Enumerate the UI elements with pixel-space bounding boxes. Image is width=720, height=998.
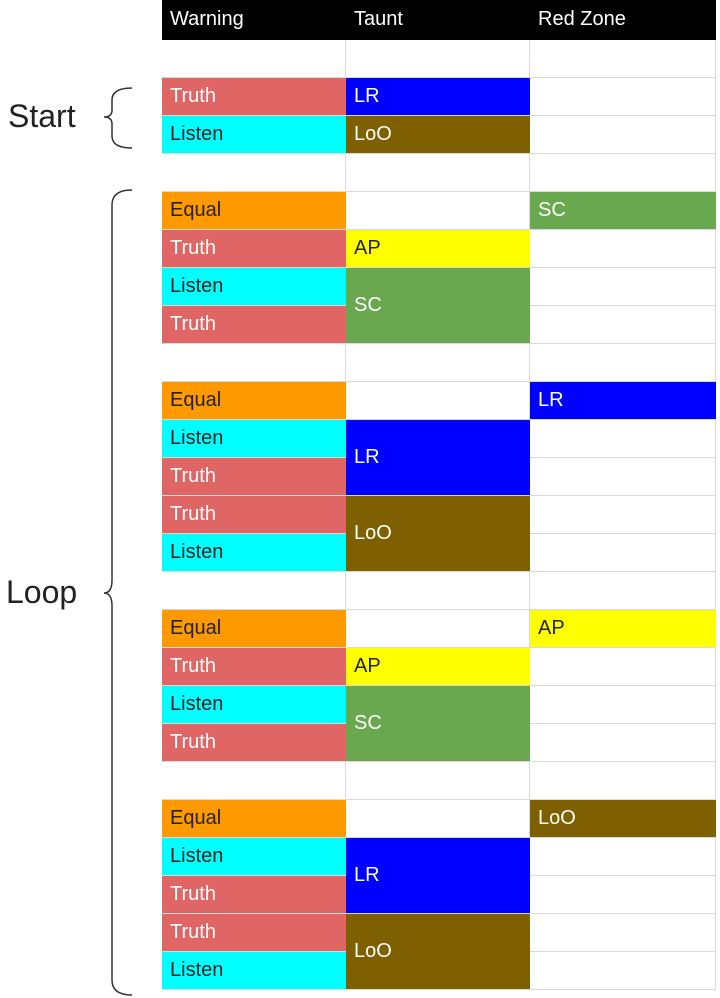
table-cell: Equal bbox=[162, 610, 346, 648]
table-cell: Truth bbox=[162, 724, 346, 762]
grid-cell bbox=[530, 230, 716, 268]
grid-cell bbox=[530, 420, 716, 458]
grid-cell bbox=[346, 762, 530, 800]
grid-cell bbox=[346, 800, 530, 838]
table-cell: Equal bbox=[162, 382, 346, 420]
table-cell: Truth bbox=[162, 876, 346, 914]
table-cell: LR bbox=[530, 382, 716, 420]
grid-cell bbox=[346, 382, 530, 420]
grid-cell bbox=[346, 40, 530, 78]
grid-cell bbox=[530, 838, 716, 876]
header-cell: Red Zone bbox=[538, 8, 626, 30]
grid-cell bbox=[162, 40, 346, 78]
grid-cell bbox=[530, 572, 716, 610]
grid-cell bbox=[530, 496, 716, 534]
table-cell: LoO bbox=[530, 800, 716, 838]
table-cell: LR bbox=[346, 420, 530, 496]
table-cell: Truth bbox=[162, 496, 346, 534]
table-cell: Listen bbox=[162, 686, 346, 724]
table-cell: Listen bbox=[162, 268, 346, 306]
grid-cell bbox=[530, 648, 716, 686]
grid-cell bbox=[162, 762, 346, 800]
table-cell: LoO bbox=[346, 496, 530, 572]
grid-cell bbox=[530, 534, 716, 572]
table-cell: AP bbox=[346, 648, 530, 686]
grid-cell bbox=[530, 344, 716, 382]
grid-cell bbox=[346, 572, 530, 610]
table-cell: Truth bbox=[162, 78, 346, 116]
table-cell: LR bbox=[346, 838, 530, 914]
table-cell: Truth bbox=[162, 458, 346, 496]
grid-cell bbox=[530, 952, 716, 990]
grid-cell bbox=[530, 724, 716, 762]
loop-brace bbox=[103, 189, 133, 996]
grid-cell bbox=[530, 458, 716, 496]
table-cell: Truth bbox=[162, 306, 346, 344]
header-cell: Taunt bbox=[354, 8, 403, 30]
grid-cell bbox=[162, 154, 346, 192]
loop-label: Loop bbox=[6, 574, 78, 610]
table-cell: LoO bbox=[346, 116, 530, 154]
grid-cell bbox=[530, 268, 716, 306]
table-cell: SC bbox=[346, 268, 530, 344]
table-cell: Equal bbox=[162, 192, 346, 230]
grid-cell bbox=[346, 192, 530, 230]
grid-cell bbox=[346, 610, 530, 648]
grid-cell bbox=[530, 154, 716, 192]
grid-cell bbox=[530, 914, 716, 952]
table-cell: Listen bbox=[162, 116, 346, 154]
grid-cell bbox=[346, 344, 530, 382]
grid-cell bbox=[530, 40, 716, 78]
table-cell: Listen bbox=[162, 534, 346, 572]
start-brace bbox=[103, 87, 133, 149]
start-label: Start bbox=[8, 98, 76, 134]
table-cell: Equal bbox=[162, 800, 346, 838]
table-cell: SC bbox=[530, 192, 716, 230]
table-cell: Listen bbox=[162, 420, 346, 458]
table-header: Warning Taunt Red Zone bbox=[162, 0, 716, 40]
table-cell: Listen bbox=[162, 838, 346, 876]
grid-cell bbox=[530, 306, 716, 344]
grid-cell bbox=[162, 572, 346, 610]
grid-cell bbox=[346, 154, 530, 192]
braces bbox=[103, 87, 133, 996]
grid-cell bbox=[530, 762, 716, 800]
grid-cell bbox=[530, 116, 716, 154]
table-cell: Truth bbox=[162, 230, 346, 268]
table-cell: LoO bbox=[346, 914, 530, 990]
table-cell: LR bbox=[346, 78, 530, 116]
table-cell: SC bbox=[346, 686, 530, 762]
table-cell: AP bbox=[346, 230, 530, 268]
grid-cell bbox=[530, 78, 716, 116]
table-cell: Listen bbox=[162, 952, 346, 990]
table-cell: Truth bbox=[162, 914, 346, 952]
table-cell: AP bbox=[530, 610, 716, 648]
header-cell: Warning bbox=[170, 8, 244, 30]
table-cell: Truth bbox=[162, 648, 346, 686]
grid-cell bbox=[162, 344, 346, 382]
grid-cell bbox=[530, 686, 716, 724]
grid-cell bbox=[530, 876, 716, 914]
